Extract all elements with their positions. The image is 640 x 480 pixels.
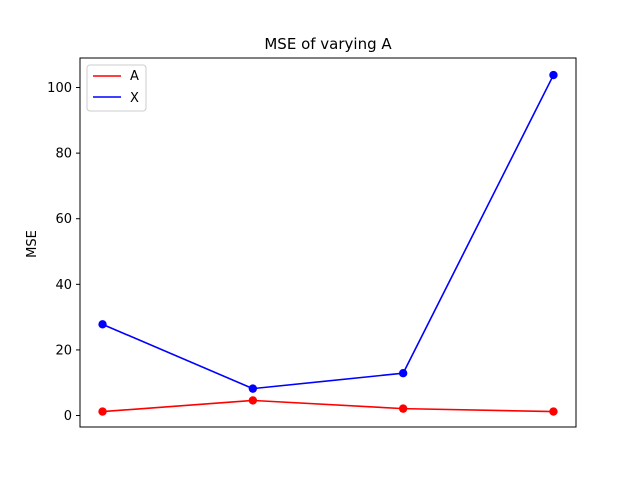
data-point-a-0 bbox=[98, 407, 107, 416]
y-tick-label-80: 80 bbox=[55, 147, 72, 162]
y-axis-label: MSE bbox=[25, 230, 40, 258]
y-tick-label-40: 40 bbox=[55, 278, 72, 293]
y-tick-label-100: 100 bbox=[47, 81, 72, 96]
data-point-a-1 bbox=[248, 396, 258, 405]
y-tick-label-60: 60 bbox=[55, 212, 72, 227]
data-point-x-0 bbox=[98, 320, 107, 329]
series-line-a bbox=[102, 399, 554, 413]
plot-frame bbox=[79, 57, 577, 428]
chart-title: MSE of varying A bbox=[264, 35, 392, 53]
data-point-x-1 bbox=[248, 384, 258, 393]
legend: A X bbox=[86, 64, 147, 112]
data-point-x-3 bbox=[549, 70, 558, 80]
y-tick-label-0: 0 bbox=[64, 409, 72, 424]
plot-area: 0 20 40 60 80 100 bbox=[47, 70, 558, 424]
series-line-x bbox=[102, 74, 555, 390]
data-point-x-2 bbox=[398, 369, 408, 378]
data-point-a-3 bbox=[549, 407, 558, 416]
y-tick-label-20: 20 bbox=[55, 343, 72, 358]
legend-label-x: X bbox=[130, 91, 139, 106]
legend-label-a: A bbox=[130, 69, 139, 84]
data-point-a-2 bbox=[398, 404, 408, 413]
